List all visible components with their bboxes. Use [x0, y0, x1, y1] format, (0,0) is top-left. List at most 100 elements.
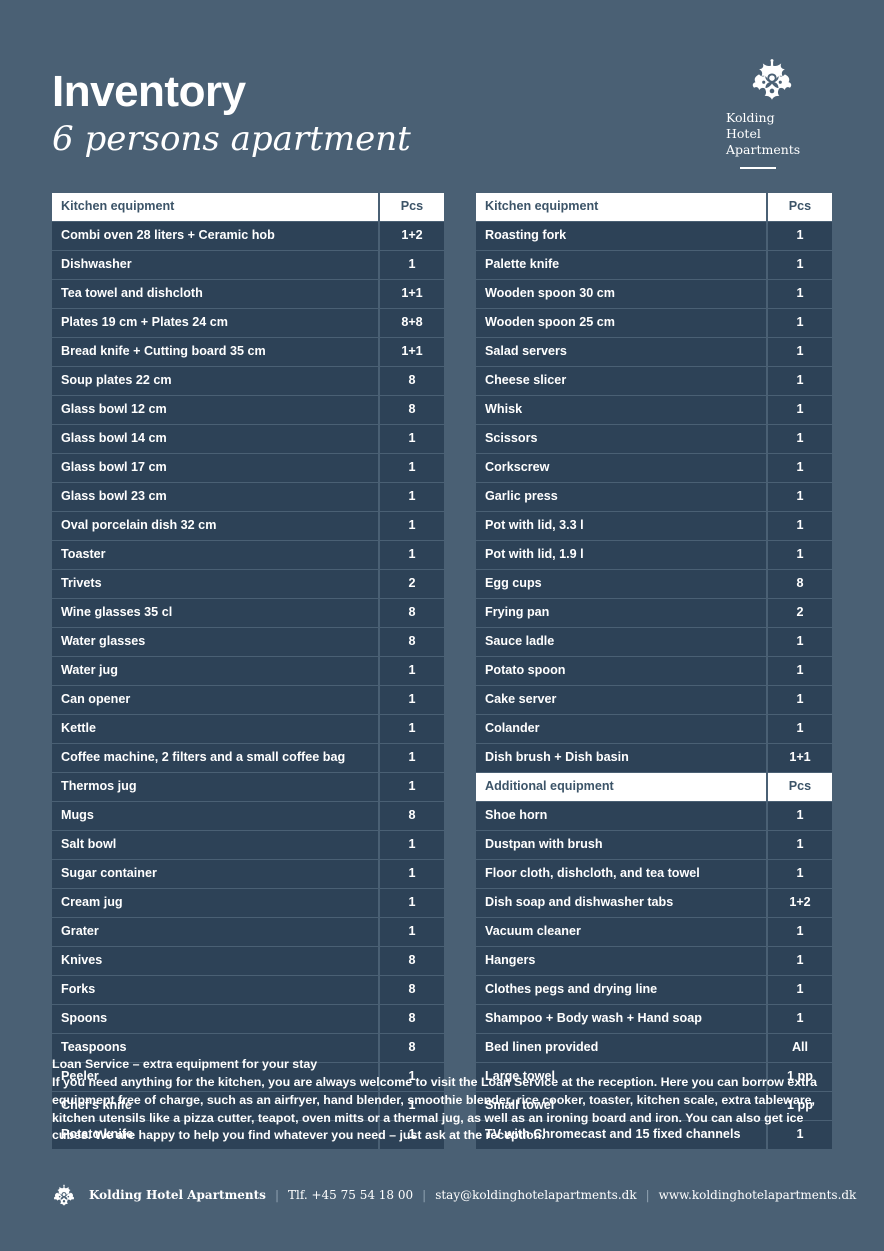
item-name: Whisk	[476, 396, 766, 424]
item-pcs: 1	[380, 831, 444, 859]
column-header-pcs: Pcs	[380, 193, 444, 221]
table-row: Wine glasses 35 cl 8	[52, 599, 444, 627]
footer-separator: |	[422, 1188, 427, 1202]
table-header-row: Kitchen equipment Pcs	[476, 193, 832, 221]
table-row: Water jug 1	[52, 657, 444, 685]
item-name: Shampoo + Body wash + Hand soap	[476, 1005, 766, 1033]
left-inventory-column: Kitchen equipment Pcs Combi oven 28 lite…	[52, 193, 444, 1150]
footer-website[interactable]: www.koldinghotelapartments.dk	[658, 1188, 857, 1202]
inventory-tables: Kitchen equipment Pcs Combi oven 28 lite…	[52, 193, 832, 1150]
item-name: Glass bowl 17 cm	[52, 454, 378, 482]
table-row: Kettle 1	[52, 715, 444, 743]
item-name: Knives	[52, 947, 378, 975]
item-name: Potato knife	[52, 1121, 378, 1149]
item-name: Soup plates 22 cm	[52, 367, 378, 395]
table-row: Coffee machine, 2 filters and a small co…	[52, 744, 444, 772]
item-pcs: 1	[768, 425, 832, 453]
item-pcs: 8	[380, 599, 444, 627]
item-pcs: 1	[768, 947, 832, 975]
table-row: Scissors 1	[476, 425, 832, 453]
footer-separator: |	[645, 1188, 650, 1202]
table-row: Colander 1	[476, 715, 832, 743]
document-header: Inventory 6 persons apartment	[52, 56, 832, 176]
footer-phone[interactable]: Tlf. +45 75 54 18 00	[287, 1188, 414, 1202]
item-name: Pot with lid, 1.9 l	[476, 541, 766, 569]
item-pcs: 2	[380, 570, 444, 598]
table-row: Potato knife 1	[52, 1121, 444, 1149]
item-pcs: 1	[380, 425, 444, 453]
item-pcs: 1	[768, 222, 832, 250]
item-pcs: 1	[380, 1121, 444, 1149]
item-pcs: 1 pp	[768, 1063, 832, 1091]
item-pcs: 1	[380, 483, 444, 511]
item-name: Spoons	[52, 1005, 378, 1033]
item-name: Trivets	[52, 570, 378, 598]
table-row: Wooden spoon 30 cm 1	[476, 280, 832, 308]
item-name: Small towel	[476, 1092, 766, 1120]
item-pcs: 1	[768, 860, 832, 888]
table-row: Oval porcelain dish 32 cm 1	[52, 512, 444, 540]
table-row: Dustpan with brush 1	[476, 831, 832, 859]
loan-service-note: Loan Service – extra equipment for your …	[52, 1056, 834, 1145]
brand-name: Kolding Hotel Apartments	[712, 110, 832, 169]
item-pcs: 8	[380, 367, 444, 395]
column-header-pcs-additional: Pcs	[768, 773, 832, 801]
footer-email[interactable]: stay@koldinghotelapartments.dk	[435, 1188, 637, 1202]
item-pcs: 1	[768, 1121, 832, 1149]
table-row: Chef's knife 1	[52, 1092, 444, 1120]
footer-brand: Kolding Hotel Apartments	[89, 1188, 266, 1202]
table-row: Large towel 1 pp	[476, 1063, 832, 1091]
table-row: Hangers 1	[476, 947, 832, 975]
item-name: Clothes pegs and drying line	[476, 976, 766, 1004]
item-pcs: 1	[380, 657, 444, 685]
item-pcs: 1	[768, 802, 832, 830]
table-row: Bed linen provided All	[476, 1034, 832, 1062]
item-pcs: 8	[380, 1005, 444, 1033]
title-block: Inventory 6 persons apartment	[52, 70, 411, 159]
table-row: Frying pan 2	[476, 599, 832, 627]
item-pcs: 8	[380, 947, 444, 975]
table-row: Glass bowl 14 cm 1	[52, 425, 444, 453]
item-name: Chef's knife	[52, 1092, 378, 1120]
item-pcs: 8	[380, 628, 444, 656]
item-pcs: 8	[380, 1034, 444, 1062]
item-pcs: 1	[380, 744, 444, 772]
item-pcs: 1	[380, 251, 444, 279]
item-pcs: 1	[380, 512, 444, 540]
item-pcs: 1	[768, 280, 832, 308]
item-pcs: 1	[380, 860, 444, 888]
item-name: Cheese slicer	[476, 367, 766, 395]
item-name: Water glasses	[52, 628, 378, 656]
table-row: Vacuum cleaner 1	[476, 918, 832, 946]
item-name: Mugs	[52, 802, 378, 830]
item-pcs: 1	[768, 309, 832, 337]
table-row: Teaspoons 8	[52, 1034, 444, 1062]
column-header-name: Kitchen equipment	[476, 193, 766, 221]
table-row: Glass bowl 17 cm 1	[52, 454, 444, 482]
item-name: Sauce ladle	[476, 628, 766, 656]
item-name: Colander	[476, 715, 766, 743]
item-pcs: 1	[768, 367, 832, 395]
item-pcs: 8	[380, 396, 444, 424]
item-pcs: 1	[380, 715, 444, 743]
item-pcs: All	[768, 1034, 832, 1062]
item-name: Potato spoon	[476, 657, 766, 685]
item-name: Wine glasses 35 cl	[52, 599, 378, 627]
table-row: Small towel 1 pp	[476, 1092, 832, 1120]
item-pcs: 1+1	[768, 744, 832, 772]
item-name: Grater	[52, 918, 378, 946]
item-name: Dish soap and dishwasher tabs	[476, 889, 766, 917]
item-name: Frying pan	[476, 599, 766, 627]
item-name: Plates 19 cm + Plates 24 cm	[52, 309, 378, 337]
footer-separator: |	[274, 1188, 279, 1202]
item-name: Egg cups	[476, 570, 766, 598]
right-table-body: Roasting fork 1 Palette knife 1 Wooden spoon…	[476, 222, 832, 772]
table-row: Dishwasher 1	[52, 251, 444, 279]
item-pcs: 2	[768, 599, 832, 627]
item-pcs: 1+1	[380, 338, 444, 366]
right-inventory-column: Kitchen equipment Pcs Roasting fork 1 Pale…	[476, 193, 832, 1150]
item-name: Vacuum cleaner	[476, 918, 766, 946]
item-pcs: 8	[768, 570, 832, 598]
table-row: Plates 19 cm + Plates 24 cm 8+8	[52, 309, 444, 337]
column-header-pcs: Pcs	[768, 193, 832, 221]
